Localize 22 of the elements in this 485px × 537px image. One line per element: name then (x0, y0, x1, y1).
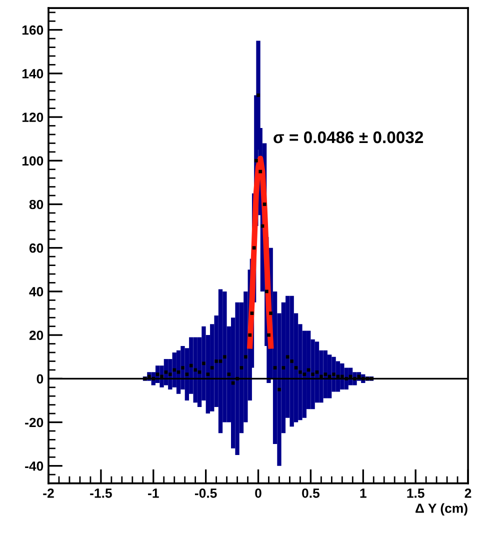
x-tick-label: -1.5 (90, 488, 112, 498)
y-tick-label: 80 (29, 200, 44, 210)
y-tick-label: 20 (29, 330, 44, 340)
x-tick-label: -0.5 (194, 488, 217, 498)
y-tick-label: 100 (22, 156, 44, 166)
x-tick-label: 1 (360, 488, 366, 498)
y-tick-label: -20 (25, 418, 44, 428)
x-axis-title: Δ Y (cm) (416, 503, 468, 516)
y-tick-label: 0 (36, 374, 44, 384)
y-tick-label: 40 (29, 287, 44, 296)
y-tick-label: -40 (25, 461, 44, 471)
x-tick-label: 1.5 (407, 488, 424, 498)
y-tick-label: 140 (22, 69, 44, 78)
y-tick-label: 120 (22, 112, 44, 122)
y-tick-label: 60 (29, 243, 44, 253)
x-tick-label: -1 (148, 488, 159, 498)
x-tick-label: 0 (255, 488, 262, 498)
y-tick-label: 160 (22, 25, 44, 35)
x-tick-label: 2 (464, 488, 472, 498)
x-tick-label: -2 (43, 488, 54, 498)
x-tick-label: 0.5 (302, 488, 320, 498)
annotation: σ = 0.0486 ± 0.0032 (274, 131, 424, 144)
